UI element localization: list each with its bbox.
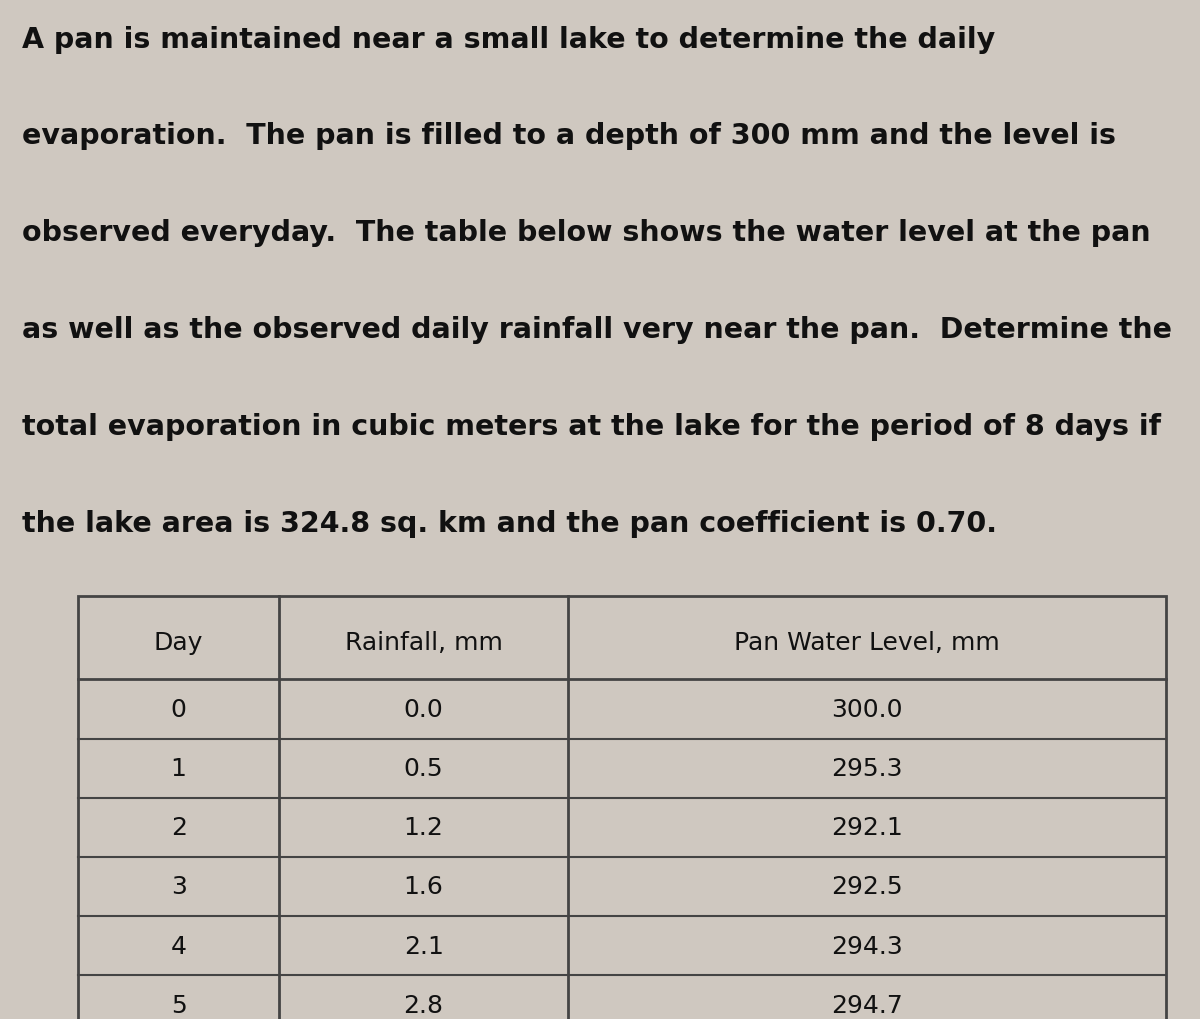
Text: observed everyday.  The table below shows the water level at the pan: observed everyday. The table below shows… (22, 219, 1151, 247)
Text: 2.1: 2.1 (403, 933, 444, 958)
Text: 295.3: 295.3 (832, 756, 902, 781)
Text: Day: Day (154, 630, 203, 654)
Text: 1.6: 1.6 (403, 874, 444, 899)
Text: 2: 2 (170, 815, 187, 840)
Text: total evaporation in cubic meters at the lake for the period of 8 days if: total evaporation in cubic meters at the… (22, 413, 1160, 440)
Text: 292.5: 292.5 (832, 874, 902, 899)
Text: 0: 0 (170, 697, 187, 721)
Text: 2.8: 2.8 (403, 993, 444, 1017)
Text: Rainfall, mm: Rainfall, mm (344, 630, 503, 654)
Text: 294.7: 294.7 (832, 993, 902, 1017)
Text: the lake area is 324.8 sq. km and the pan coefficient is 0.70.: the lake area is 324.8 sq. km and the pa… (22, 510, 997, 537)
Bar (78, 596, 1166, 1019)
Text: 4: 4 (170, 933, 187, 958)
Text: 5: 5 (170, 993, 186, 1017)
Text: 0.5: 0.5 (403, 756, 443, 781)
Text: as well as the observed daily rainfall very near the pan.  Determine the: as well as the observed daily rainfall v… (22, 316, 1171, 343)
Text: 300.0: 300.0 (832, 697, 902, 721)
Text: 0.0: 0.0 (403, 697, 444, 721)
Text: 1: 1 (170, 756, 187, 781)
Text: 294.3: 294.3 (832, 933, 902, 958)
Text: Pan Water Level, mm: Pan Water Level, mm (734, 630, 1000, 654)
Text: A pan is maintained near a small lake to determine the daily: A pan is maintained near a small lake to… (22, 25, 995, 53)
Text: 3: 3 (170, 874, 187, 899)
Text: evaporation.  The pan is filled to a depth of 300 mm and the level is: evaporation. The pan is filled to a dept… (22, 122, 1116, 150)
Text: 1.2: 1.2 (403, 815, 444, 840)
Text: 292.1: 292.1 (832, 815, 902, 840)
